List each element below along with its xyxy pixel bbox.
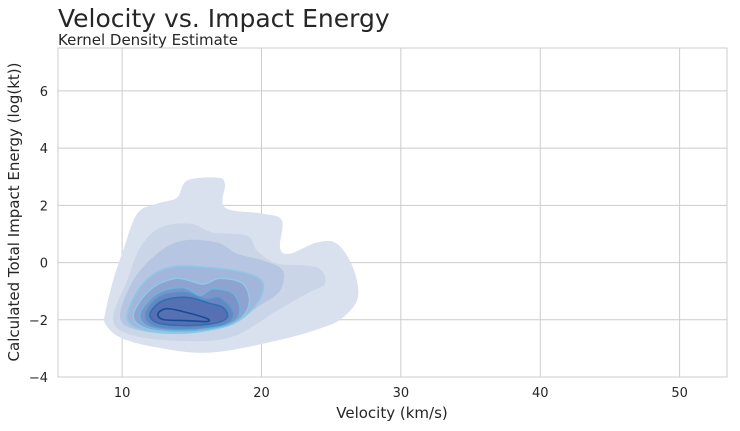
y-tick-label: −2 [29,314,48,329]
x-tick-label: 10 [114,386,131,401]
y-axis-label: Calculated Total Impact Energy (log(kt)) [5,63,23,362]
x-tick-label: 20 [253,386,270,401]
chart-title: Velocity vs. Impact Energy [58,4,390,33]
plot-frame [57,47,728,378]
x-tick-labels: 10 20 30 40 50 [114,386,688,401]
y-tick-label: 2 [40,199,48,214]
chart-subtitle: Kernel Density Estimate [58,31,238,49]
x-tick-label: 40 [532,386,549,401]
y-tick-label: 4 [40,142,48,157]
y-tick-labels: −4 −2 0 2 4 6 [29,85,48,386]
x-tick-label: 50 [671,386,688,401]
density-contour-level-9 [157,307,211,323]
x-axis-label: Velocity (km/s) [336,404,447,422]
y-tick-label: 0 [40,257,48,272]
y-tick-label: −4 [29,371,48,386]
density-contours [103,177,359,353]
y-tick-label: 6 [40,85,48,100]
x-tick-label: 30 [393,386,410,401]
